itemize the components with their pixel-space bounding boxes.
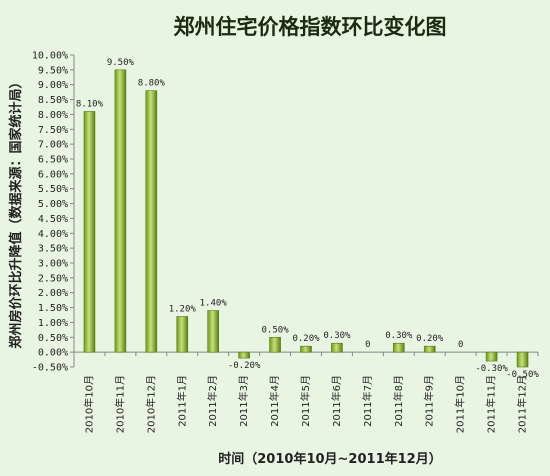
axes bbox=[70, 54, 539, 368]
x-tick-label: 2010年11月 bbox=[113, 375, 126, 433]
x-tick-label: 2011年1月 bbox=[175, 375, 188, 427]
y-tick-label: 0.00% bbox=[38, 348, 68, 359]
y-tick-label: 4.50% bbox=[38, 214, 68, 225]
chart-title: 郑州住宅价格指数环比变化图 bbox=[174, 15, 447, 39]
bars bbox=[83, 69, 529, 368]
x-tick-label: 2011年10月 bbox=[454, 375, 467, 433]
data-label: 0.50% bbox=[262, 325, 290, 335]
y-tick-label: 3.00% bbox=[38, 259, 68, 270]
bar bbox=[392, 342, 405, 353]
y-tick-label: 2.50% bbox=[38, 273, 68, 284]
bar bbox=[423, 345, 436, 353]
y-tick-label: 7.50% bbox=[38, 125, 68, 136]
data-label: 0 bbox=[365, 340, 370, 350]
data-labels: 8.10%9.50%8.80%1.20%1.40%-0.20%0.50%0.20… bbox=[76, 58, 539, 380]
x-tick-label: 2011年4月 bbox=[268, 375, 281, 427]
y-tick-label: 7.00% bbox=[38, 140, 68, 151]
x-tick-label: 2011年12月 bbox=[516, 375, 529, 433]
data-label: 9.50% bbox=[107, 58, 135, 68]
y-tick-label: 5.50% bbox=[38, 184, 68, 195]
y-tick-labels: -0.50% 0.00% 0.50% 1.00% 1.50% 2.00% 2.50% 3.00… bbox=[32, 51, 68, 374]
y-tick-label: 6.50% bbox=[38, 155, 68, 166]
data-label: 0 bbox=[458, 340, 463, 350]
data-label: 0.20% bbox=[416, 334, 444, 344]
y-tick-label: 3.50% bbox=[38, 244, 68, 255]
y-tick-label: 5.00% bbox=[38, 199, 68, 210]
x-tick-labels: 2010年10月 2010年11月 2010年12月 2011年1月 2011年2月 20… bbox=[82, 375, 528, 433]
bar bbox=[269, 336, 281, 353]
x-tick-label: 2011年8月 bbox=[392, 375, 405, 427]
y-tick-label: 6.00% bbox=[38, 169, 68, 180]
y-axis-label: 郑州房价环比升降值（数据来源：国家统计局） bbox=[8, 75, 24, 348]
data-label: -0.50% bbox=[506, 370, 539, 380]
data-label: 1.40% bbox=[200, 299, 228, 309]
y-tick-label: -0.50% bbox=[32, 363, 68, 374]
x-tick-label: 2010年10月 bbox=[82, 375, 95, 433]
bar bbox=[114, 69, 127, 353]
bar bbox=[300, 345, 312, 353]
x-tick-label: 2010年12月 bbox=[144, 375, 157, 433]
y-tick-label: 4.00% bbox=[38, 229, 68, 240]
bar bbox=[145, 90, 158, 353]
bar bbox=[516, 351, 529, 368]
x-tick-label: 2011年6月 bbox=[330, 375, 343, 427]
x-tick-label: 2011年3月 bbox=[237, 375, 250, 427]
y-tick-label: 1.50% bbox=[38, 303, 68, 314]
bar bbox=[207, 310, 219, 353]
bar bbox=[83, 111, 96, 353]
x-tick-label: 2011年11月 bbox=[485, 375, 498, 433]
data-label: 1.20% bbox=[169, 304, 197, 314]
y-tick-label: 1.00% bbox=[38, 318, 68, 329]
data-label: 0.20% bbox=[292, 334, 320, 344]
data-label: -0.20% bbox=[228, 361, 261, 371]
y-tick-label: 0.50% bbox=[38, 333, 68, 344]
y-tick-label: 9.50% bbox=[38, 65, 68, 76]
bar bbox=[176, 316, 189, 353]
data-label: 0.30% bbox=[385, 331, 413, 341]
y-tick-label: 8.00% bbox=[38, 110, 68, 121]
bar bbox=[238, 351, 250, 359]
y-tick-label: 2.00% bbox=[38, 288, 68, 299]
bar bbox=[331, 342, 343, 353]
data-label: -0.30% bbox=[475, 364, 508, 374]
y-tick-label: 9.00% bbox=[38, 80, 68, 91]
y-tick-label: 10.00% bbox=[32, 51, 68, 62]
data-label: 8.10% bbox=[76, 99, 104, 109]
x-axis-label: 时间（2010年10月~2011年12月） bbox=[218, 451, 441, 467]
bar bbox=[485, 351, 498, 362]
data-label: 8.80% bbox=[138, 79, 166, 89]
x-tick-label: 2011年7月 bbox=[361, 375, 374, 427]
x-tick-label: 2011年2月 bbox=[206, 375, 219, 427]
x-tick-label: 2011年5月 bbox=[299, 375, 312, 427]
data-label: 0.30% bbox=[323, 331, 351, 341]
x-tick-label: 2011年9月 bbox=[423, 375, 436, 427]
y-tick-label: 8.50% bbox=[38, 95, 68, 106]
